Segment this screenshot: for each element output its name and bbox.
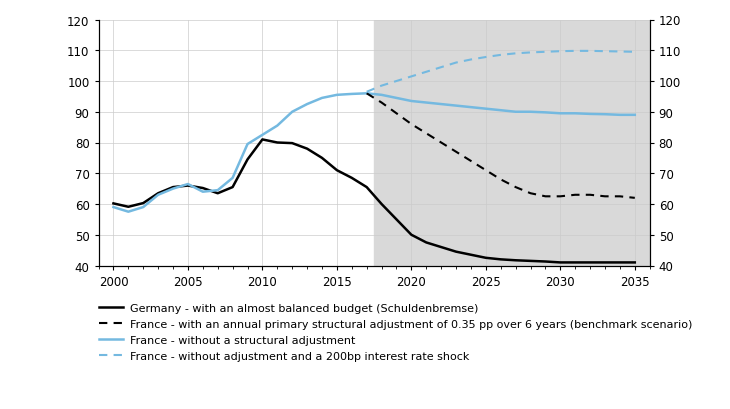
Legend: Germany - with an almost balanced budget (Schuldenbremse), France - with an annu: Germany - with an almost balanced budget… — [99, 303, 692, 362]
Bar — [374, 20, 650, 266]
